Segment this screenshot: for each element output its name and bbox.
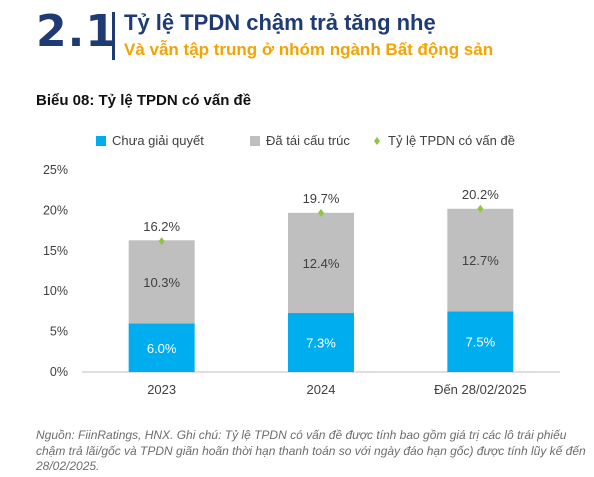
x-tick-label: 2024 <box>307 382 336 397</box>
data-label-chua-giai-quyet: 6.0% <box>147 341 177 356</box>
data-label-ty-le-tpdn: 20.2% <box>462 187 499 202</box>
chart-title: Biểu 08: Tỷ lệ TPDN có vấn đề <box>36 92 252 109</box>
data-label-da-tai-cau-truc: 10.3% <box>143 275 180 290</box>
data-label-ty-le-tpdn: 16.2% <box>143 219 180 234</box>
data-label-da-tai-cau-truc: 12.4% <box>303 256 340 271</box>
data-label-chua-giai-quyet: 7.5% <box>466 335 496 350</box>
bar-da-tai-cau-truc <box>447 208 514 312</box>
legend-label-3: Tỷ lệ TPDN có vấn đề <box>388 133 515 148</box>
y-tick-label: 25% <box>43 163 68 177</box>
legend-swatch-1 <box>96 136 106 146</box>
legend-marker-swatch <box>374 137 380 145</box>
bar-chua-giai-quyet <box>288 313 354 372</box>
section-title: Tỷ lệ TPDN chậm trả tăng nhẹ <box>124 10 436 35</box>
section-divider <box>112 12 115 60</box>
section-header: 2.1 Tỷ lệ TPDN chậm trả tăng nhẹ Và vẫn … <box>36 6 586 66</box>
marker-ty-le-tpdn <box>477 204 484 213</box>
section-subtitle: Và vẫn tập trung ở nhóm ngành Bất động s… <box>124 40 494 59</box>
legend-swatch-2 <box>250 136 260 146</box>
marker-ty-le-tpdn <box>158 237 165 246</box>
section-number: 2.1 <box>36 6 117 57</box>
stacked-bar-chart: Chưa giải quyết Đã tái cấu trúc Tỷ lệ TPDN… <box>43 133 560 397</box>
bar-da-tai-cau-truc <box>288 212 354 314</box>
x-tick-label: Đến 28/02/2025 <box>434 382 527 397</box>
bar-chua-giai-quyet <box>128 323 195 372</box>
data-label-da-tai-cau-truc: 12.7% <box>462 253 499 268</box>
marker-ty-le-tpdn <box>318 208 324 217</box>
x-tick-label: 2023 <box>147 382 176 397</box>
data-label-ty-le-tpdn: 19.7% <box>303 191 340 206</box>
source-note: Nguồn: FiinRatings, HNX. Ghi chú: Tỷ lệ … <box>36 428 586 473</box>
y-tick-label: 10% <box>43 284 68 298</box>
data-label-chua-giai-quyet: 7.3% <box>306 336 336 351</box>
y-tick-label: 0% <box>50 365 68 379</box>
y-tick-label: 5% <box>50 325 68 339</box>
bar-chua-giai-quyet <box>447 311 514 372</box>
bar-da-tai-cau-truc <box>128 240 195 324</box>
y-tick-label: 20% <box>43 203 68 217</box>
legend-label-1: Chưa giải quyết <box>112 133 204 148</box>
legend-label-2: Đã tái cấu trúc <box>266 133 350 148</box>
y-tick-label: 15% <box>43 244 68 258</box>
